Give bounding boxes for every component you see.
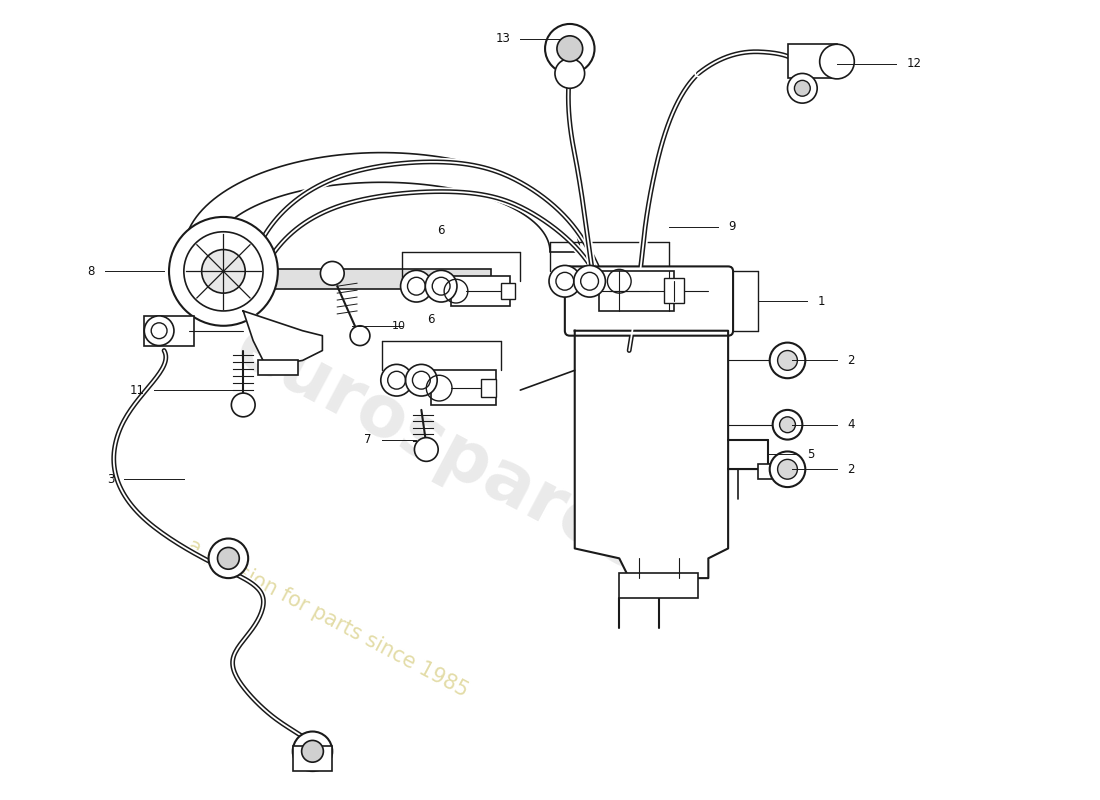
Circle shape — [546, 24, 594, 74]
Circle shape — [381, 364, 412, 396]
Circle shape — [426, 270, 456, 302]
Circle shape — [218, 547, 240, 570]
Bar — [758, 464, 782, 479]
Circle shape — [549, 266, 581, 297]
Text: 6: 6 — [428, 313, 435, 326]
Text: eurospares: eurospares — [223, 312, 659, 587]
Circle shape — [201, 250, 245, 293]
Circle shape — [400, 270, 432, 302]
Text: 1: 1 — [817, 294, 825, 307]
Circle shape — [320, 262, 344, 286]
FancyBboxPatch shape — [564, 266, 733, 336]
Text: 7: 7 — [364, 433, 372, 446]
Text: 9: 9 — [728, 220, 736, 234]
Text: 5: 5 — [807, 448, 815, 461]
Circle shape — [184, 232, 263, 311]
Circle shape — [780, 417, 795, 433]
Text: 2: 2 — [847, 462, 855, 476]
Circle shape — [820, 44, 855, 79]
Circle shape — [415, 438, 438, 462]
Bar — [619, 573, 698, 598]
Text: 3: 3 — [107, 473, 114, 486]
Text: 8: 8 — [87, 265, 95, 278]
Circle shape — [778, 350, 798, 370]
Text: a passion for parts since 1985: a passion for parts since 1985 — [184, 535, 472, 701]
Circle shape — [788, 74, 817, 103]
Bar — [481, 379, 496, 397]
Bar — [788, 44, 837, 78]
Bar — [273, 270, 491, 289]
Circle shape — [794, 80, 811, 96]
Text: 10: 10 — [392, 321, 406, 330]
Circle shape — [574, 266, 605, 297]
Bar — [663, 278, 683, 303]
Bar — [258, 361, 298, 375]
Circle shape — [778, 459, 798, 479]
Bar — [600, 271, 673, 311]
Circle shape — [209, 538, 249, 578]
Circle shape — [231, 393, 255, 417]
Text: 4: 4 — [847, 418, 855, 431]
Circle shape — [406, 364, 437, 396]
Circle shape — [301, 741, 323, 762]
Circle shape — [770, 342, 805, 378]
Circle shape — [772, 410, 802, 439]
Text: 6: 6 — [438, 224, 444, 237]
Text: 2: 2 — [847, 354, 855, 367]
Circle shape — [293, 731, 332, 771]
Text: 13: 13 — [495, 32, 510, 46]
Circle shape — [350, 326, 370, 346]
Bar — [144, 316, 194, 346]
Bar — [293, 746, 332, 771]
Polygon shape — [574, 330, 728, 578]
Text: 12: 12 — [906, 57, 922, 70]
Bar — [500, 283, 516, 299]
Bar — [431, 370, 496, 405]
Circle shape — [770, 451, 805, 487]
Bar — [451, 276, 510, 306]
Circle shape — [144, 316, 174, 346]
Circle shape — [557, 36, 583, 62]
Circle shape — [169, 217, 278, 326]
Circle shape — [554, 58, 584, 88]
Text: 11: 11 — [130, 384, 144, 397]
Polygon shape — [243, 311, 322, 366]
